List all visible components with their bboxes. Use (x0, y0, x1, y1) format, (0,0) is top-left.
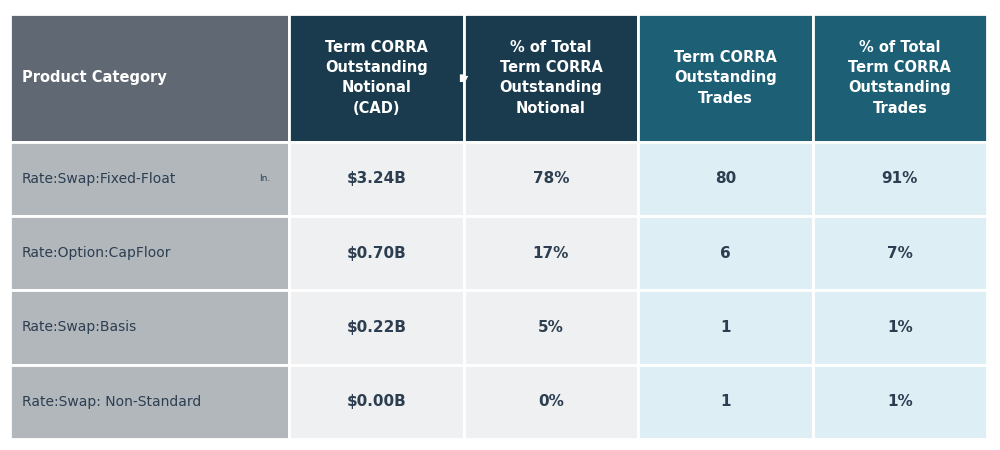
Text: 17%: 17% (533, 246, 569, 261)
Text: Rate:Swap:Fixed-Float: Rate:Swap:Fixed-Float (22, 172, 176, 186)
Text: 80: 80 (715, 171, 736, 186)
Text: % of Total
Term CORRA
Outstanding
Notional: % of Total Term CORRA Outstanding Notion… (500, 40, 602, 116)
Bar (638, 14, 813, 142)
Bar (813, 216, 987, 290)
Text: 1: 1 (720, 394, 731, 409)
Text: $0.22B: $0.22B (347, 320, 407, 335)
Text: $0.00B: $0.00B (347, 394, 406, 409)
Bar (638, 290, 813, 364)
Text: $0.70B: $0.70B (347, 246, 406, 261)
Text: Rate:Swap: Non-Standard: Rate:Swap: Non-Standard (22, 395, 201, 409)
Text: Term CORRA
Outstanding
Trades: Term CORRA Outstanding Trades (674, 50, 777, 105)
Text: Product Category: Product Category (22, 70, 167, 85)
Text: 78%: 78% (533, 171, 569, 186)
Text: Term CORRA
Outstanding
Notional
(CAD): Term CORRA Outstanding Notional (CAD) (325, 40, 428, 116)
Bar (464, 142, 638, 216)
Bar (813, 364, 987, 439)
Bar (289, 290, 464, 364)
Bar (464, 14, 638, 142)
Bar (813, 142, 987, 216)
Bar (10, 364, 289, 439)
Bar (289, 216, 464, 290)
Bar (10, 216, 289, 290)
Text: $3.24B: $3.24B (347, 171, 406, 186)
Text: 1%: 1% (887, 320, 913, 335)
Bar (464, 290, 638, 364)
Text: 0%: 0% (538, 394, 564, 409)
Bar (813, 14, 987, 142)
Text: ▮▾: ▮▾ (459, 72, 469, 83)
Bar (289, 364, 464, 439)
Bar (638, 364, 813, 439)
Text: 7%: 7% (887, 246, 913, 261)
Bar (464, 216, 638, 290)
Bar (813, 290, 987, 364)
Bar (638, 142, 813, 216)
Bar (289, 142, 464, 216)
Text: 1: 1 (720, 320, 731, 335)
Bar (10, 142, 289, 216)
Bar (289, 14, 464, 142)
Text: Rate:Swap:Basis: Rate:Swap:Basis (22, 320, 137, 334)
Bar (638, 216, 813, 290)
Text: Rate:Option:CapFloor: Rate:Option:CapFloor (22, 246, 172, 260)
Text: 5%: 5% (538, 320, 564, 335)
Bar (10, 290, 289, 364)
Text: 6: 6 (720, 246, 731, 261)
Bar (10, 14, 289, 142)
Text: In.: In. (259, 174, 270, 184)
Text: 91%: 91% (882, 171, 918, 186)
Text: % of Total
Term CORRA
Outstanding
Trades: % of Total Term CORRA Outstanding Trades (848, 40, 951, 116)
Bar (464, 364, 638, 439)
Text: 1%: 1% (887, 394, 913, 409)
